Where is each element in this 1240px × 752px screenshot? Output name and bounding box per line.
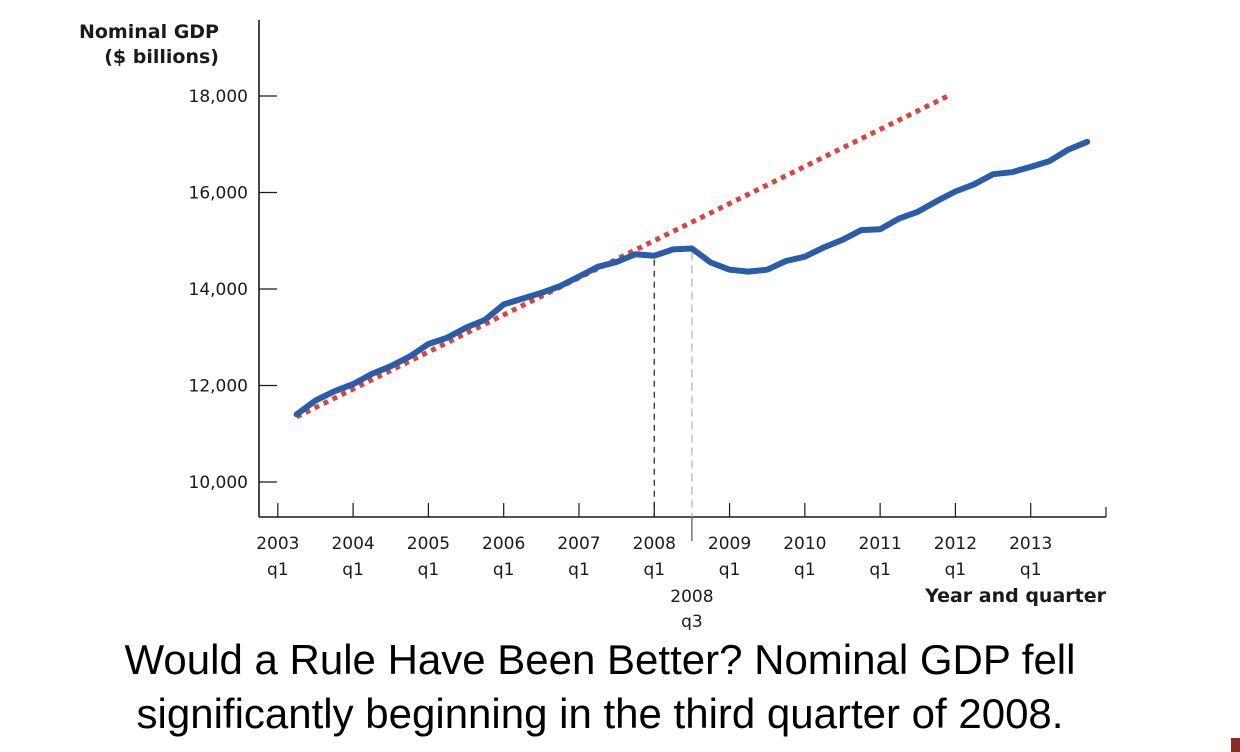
x-tick-year: 2012 (934, 534, 977, 554)
y-axis-title-line-1: Nominal GDP (79, 21, 219, 43)
x-tick-year: 2013 (1009, 534, 1052, 554)
x-tick-quarter: q1 (342, 560, 364, 580)
reference-lines (653, 252, 693, 517)
corner-mark (1231, 738, 1240, 752)
x-tick-quarter: q1 (794, 560, 816, 580)
x-tick-quarter: q1 (1020, 560, 1042, 580)
marker-tick-quarter: q3 (681, 612, 703, 630)
x-tick-year: 2003 (256, 534, 299, 554)
x-axis-ticks: 2003q12004q12005q12006q12007q12008q12009… (256, 503, 1052, 630)
caption-line-2: significantly beginning in the third qua… (136, 690, 1064, 737)
y-axis-ticks: 10,000 12,000 14,000 16,000 18,000 (189, 87, 277, 493)
caption-line-1: Would a Rule Have Been Better? Nominal G… (124, 636, 1076, 683)
y-tick-label: 10,000 (189, 473, 248, 493)
x-tick-year: 2009 (708, 534, 751, 554)
x-axis-title: Year and quarter (924, 585, 1107, 607)
x-tick-quarter: q1 (719, 560, 741, 580)
nominal-gdp-line (293, 138, 1091, 418)
x-tick-year: 2010 (783, 534, 826, 554)
y-tick-label: 12,000 (189, 377, 248, 397)
chart-axes (258, 20, 1107, 518)
y-tick-label: 16,000 (189, 184, 248, 204)
x-tick-quarter: q1 (945, 560, 967, 580)
x-tick-year: 2007 (557, 534, 600, 554)
x-tick-quarter: q1 (568, 560, 590, 580)
y-tick-label: 14,000 (189, 280, 248, 300)
x-tick-quarter: q1 (643, 560, 665, 580)
series-layer (293, 93, 1091, 420)
y-axis-title-line-2: ($ billions) (104, 46, 219, 68)
x-tick-quarter: q1 (493, 560, 515, 580)
x-tick-quarter: q1 (267, 560, 289, 580)
y-tick-label: 18,000 (189, 87, 248, 107)
x-tick-year: 2008 (633, 534, 676, 554)
x-tick-year: 2011 (859, 534, 902, 554)
trend-line (295, 93, 949, 420)
x-tick-year: 2006 (482, 534, 525, 554)
x-tick-quarter: q1 (418, 560, 440, 580)
marker-tick-year: 2008 (670, 587, 713, 607)
x-tick-year: 2005 (407, 534, 450, 554)
x-tick-quarter: q1 (869, 560, 891, 580)
x-tick-year: 2004 (331, 534, 374, 554)
